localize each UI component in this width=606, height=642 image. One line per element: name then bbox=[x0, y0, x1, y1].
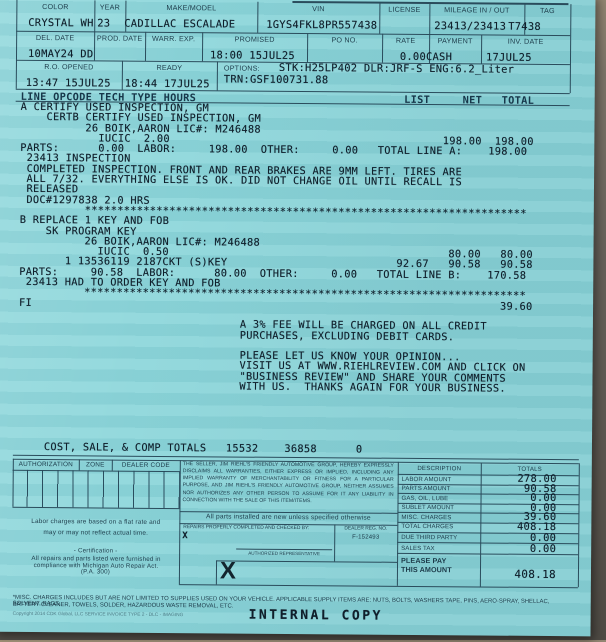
warr-exp-column-label: WARR. EXP. bbox=[152, 33, 196, 44]
dealer-reg-no-label: DEALER REG. NO. bbox=[344, 526, 388, 532]
authorized-representative-label: AUTHORIZED REPRESENTATIVE bbox=[236, 548, 333, 557]
ro-opened-column-label: R.O. OPENED bbox=[44, 62, 94, 72]
dealer-reg-no-value: F-152493 bbox=[352, 534, 380, 541]
signature-x-mark-large: X bbox=[219, 557, 237, 585]
rate-value: 0.00 bbox=[399, 50, 427, 64]
please-pay-label-line1: PLEASE PAY bbox=[401, 555, 447, 566]
form-line bbox=[178, 584, 578, 589]
payment-value: CASH bbox=[425, 51, 453, 64]
internal-copy-stamp: INTERNAL COPY bbox=[248, 607, 383, 624]
po-no-column-label: PO NO. bbox=[331, 35, 358, 45]
options-label: OPTIONS: bbox=[223, 63, 260, 73]
parts-amount-label: PARTS AMOUNT bbox=[401, 484, 451, 493]
year-column-label: YEAR bbox=[99, 2, 121, 12]
form-line bbox=[569, 4, 572, 94]
please-pay-label-line2: THIS AMOUNT bbox=[400, 564, 452, 575]
del-date-value: 10MAY24 DD bbox=[27, 47, 94, 61]
form-line bbox=[479, 462, 482, 587]
tag-value: T7438 bbox=[508, 20, 541, 33]
vin-value: 1GYS4FKL8PR557438 bbox=[266, 18, 378, 32]
due-third-party-label: DUE THIRD PARTY bbox=[401, 533, 458, 542]
license-column-label: LICENSE bbox=[388, 4, 421, 14]
ro-opened-value: 13:47 15JUL25 bbox=[25, 76, 111, 90]
form-line bbox=[216, 560, 398, 563]
color-column-label: COLOR bbox=[42, 2, 69, 12]
rate-column-label: RATE bbox=[395, 35, 416, 45]
form-line bbox=[15, 0, 18, 89]
total-charges-label: TOTAL CHARGES bbox=[401, 522, 454, 531]
authorization-label: AUTHORIZATION bbox=[18, 460, 73, 469]
inv-date-value: 17JUL25 bbox=[485, 51, 532, 64]
invoice-body: A CERTIFY USED INSPECTION, GM CERTB CERT… bbox=[18, 101, 534, 456]
flat-rate-note-line2: may or may not reflect actual time. bbox=[43, 529, 149, 537]
invoice-paper: COLOR YEAR MAKE/MODEL VIN LICENSE MILEAG… bbox=[0, 0, 596, 637]
sales-tax-value: 0.00 bbox=[529, 542, 557, 555]
signature-x-mark-small: X bbox=[182, 531, 188, 542]
warranty-disclaimer: THE SELLER, JIM RIEHL'S FRIENDLY AUTOMOT… bbox=[182, 461, 394, 504]
ready-column-label: READY bbox=[156, 62, 183, 73]
mileage-column-label: MILEAGE IN / OUT bbox=[444, 5, 510, 15]
tag-column-label: TAG bbox=[539, 5, 555, 16]
inv-date-column-label: INV. DATE bbox=[507, 36, 544, 46]
flat-rate-note-line1: Labor charges are based on a flat rate a… bbox=[31, 517, 161, 526]
trn-value: TRN:GSF100731.88 bbox=[223, 73, 329, 87]
promised-column-label: PROMISED bbox=[234, 34, 275, 44]
promised-value: 18:00 15JUL25 bbox=[209, 49, 296, 62]
misc-charges-label: MISC. CHARGES bbox=[401, 513, 452, 521]
prod-date-column-label: PROD. DATE bbox=[96, 33, 143, 43]
color-value: CRYSTAL WH bbox=[28, 16, 94, 30]
vin-column-label: VIN bbox=[312, 4, 325, 14]
del-date-column-label: DEL. DATE bbox=[35, 32, 75, 43]
labor-amount-label: LABOR AMOUNT bbox=[401, 475, 452, 483]
payment-column-label: PAYMENT bbox=[437, 36, 473, 46]
copyright-line: Copyright 2014 CDK Global, LLC SERVICE I… bbox=[12, 611, 184, 619]
please-pay-value: 408.18 bbox=[514, 567, 557, 582]
sales-tax-label: SALES TAX bbox=[401, 544, 435, 552]
parts-note: All parts installed are new unless speci… bbox=[205, 513, 371, 522]
gas-oil-lube-label: GAS, OIL, LUBE bbox=[401, 494, 449, 502]
make-model-value: CADILLAC ESCALADE bbox=[124, 17, 236, 31]
description-header: DESCRIPTION bbox=[417, 464, 462, 473]
dealer-code-label: DEALER CODE bbox=[121, 461, 170, 470]
certification-title: - Certification - bbox=[73, 547, 118, 555]
year-value: 23 bbox=[97, 17, 111, 30]
authorization-grid bbox=[12, 469, 180, 509]
ready-value: 18:44 17JUL25 bbox=[124, 77, 210, 91]
sublet-amount-label: SUBLET AMOUNT bbox=[401, 503, 455, 512]
certification-line3: (P.A. 300) bbox=[80, 568, 111, 576]
repairs-checked-label: REPAIRS PROPERLY COMPLETED AND CHECKED B… bbox=[183, 525, 310, 532]
zone-label: ZONE bbox=[85, 461, 105, 469]
form-line bbox=[396, 461, 399, 586]
form-line bbox=[577, 463, 580, 588]
form-line bbox=[215, 560, 218, 585]
make-model-column-label: MAKE/MODEL bbox=[166, 2, 217, 13]
mileage-value: 23413/23413 bbox=[434, 20, 507, 33]
